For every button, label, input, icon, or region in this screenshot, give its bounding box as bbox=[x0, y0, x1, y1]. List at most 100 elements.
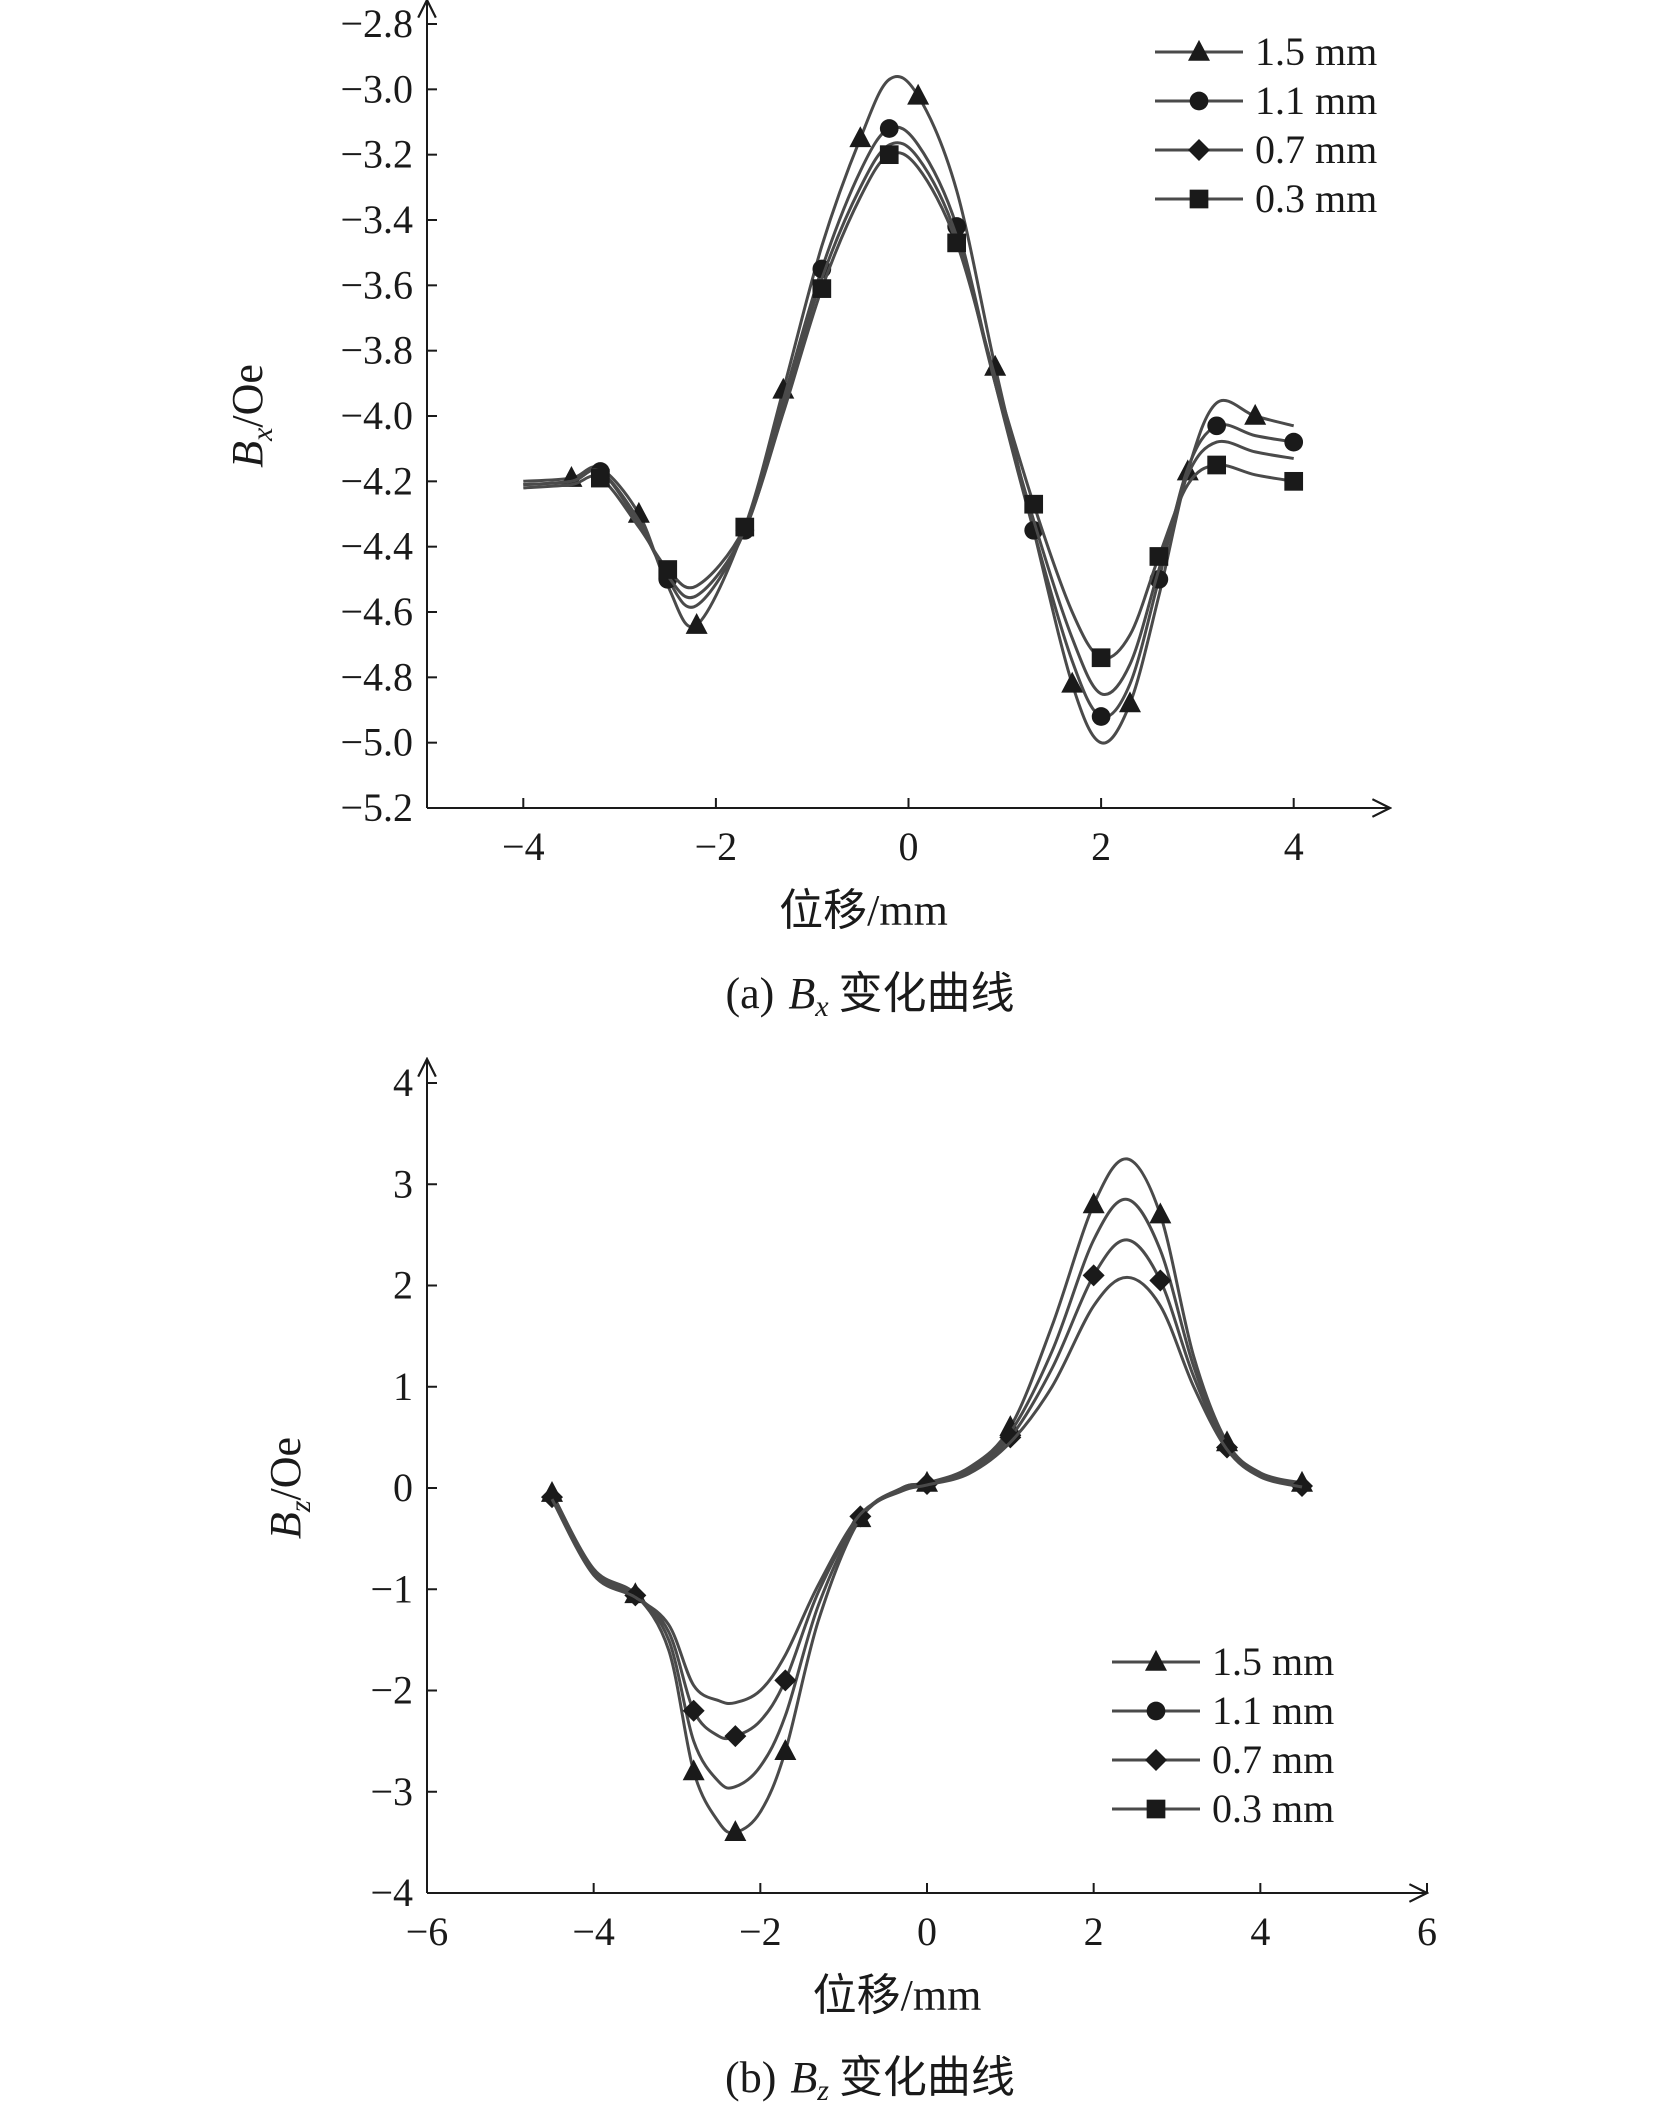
y-tick-label: −4.2 bbox=[340, 458, 413, 503]
y-axis-title-unit: /Oe bbox=[261, 1437, 310, 1501]
x-tick-label: 4 bbox=[1250, 1909, 1270, 1954]
y-tick-label: −3.4 bbox=[340, 197, 413, 242]
y-tick-label: −3.6 bbox=[340, 262, 413, 307]
legend-label: 0.3 mm bbox=[1255, 176, 1377, 221]
series-line bbox=[550, 1157, 1303, 1835]
data-point bbox=[879, 145, 899, 165]
legend-marker bbox=[1188, 139, 1210, 161]
data-point bbox=[1024, 494, 1044, 514]
y-tick-label: −2.8 bbox=[340, 1, 413, 46]
y-axis-title-subscript: z bbox=[284, 1500, 317, 1513]
y-axis-title: Bx/Oe bbox=[223, 364, 279, 468]
legend-label: 0.7 mm bbox=[1255, 127, 1377, 172]
y-axis-title-letter: B bbox=[261, 1512, 310, 1539]
legend-marker bbox=[1189, 91, 1209, 111]
legend-label: 1.1 mm bbox=[1255, 78, 1377, 123]
data-point bbox=[1149, 547, 1169, 566]
data-point bbox=[999, 1426, 1022, 1449]
data-point bbox=[907, 83, 930, 105]
series-3 bbox=[541, 1238, 1313, 1748]
data-point bbox=[774, 1669, 797, 1692]
data-point bbox=[984, 354, 1007, 376]
y-tick-label: 4 bbox=[393, 1060, 413, 1105]
y-tick-label: 2 bbox=[393, 1263, 413, 1308]
data-point bbox=[1284, 432, 1304, 452]
legend-marker bbox=[1146, 1701, 1166, 1721]
series-1 bbox=[541, 1157, 1313, 1842]
x-axis-title: 位移/mm bbox=[813, 1971, 982, 2020]
legend-marker bbox=[1146, 1799, 1166, 1819]
y-tick-label: −2 bbox=[370, 1668, 413, 1713]
data-point bbox=[724, 1725, 747, 1748]
x-tick-label: −4 bbox=[502, 824, 545, 869]
series-line bbox=[523, 151, 1294, 660]
x-tick-label: −2 bbox=[739, 1909, 782, 1954]
caption-prefix: (b) bbox=[725, 2053, 776, 2102]
data-point bbox=[724, 1820, 747, 1842]
caption-subscript: z bbox=[816, 2074, 829, 2107]
data-point bbox=[1091, 648, 1111, 668]
y-axis-title-subscript: x bbox=[246, 427, 279, 442]
data-point bbox=[849, 126, 872, 148]
data-point bbox=[658, 560, 678, 579]
data-point bbox=[590, 468, 610, 488]
series-line bbox=[523, 75, 1295, 745]
legend-label: 1.5 mm bbox=[1212, 1639, 1334, 1684]
x-tick-label: 0 bbox=[899, 824, 919, 869]
data-point bbox=[1082, 1192, 1105, 1214]
x-axis-title: 位移/mm bbox=[779, 886, 948, 935]
y-axis-title-unit: /Oe bbox=[223, 364, 272, 428]
series-line bbox=[523, 141, 1294, 696]
data-point bbox=[1061, 671, 1084, 693]
data-point bbox=[1207, 455, 1227, 475]
legend-marker bbox=[1189, 189, 1209, 209]
y-tick-label: −3.8 bbox=[340, 328, 413, 373]
x-tick-label: −2 bbox=[695, 824, 738, 869]
y-tick-label: −3.0 bbox=[340, 66, 413, 111]
series-4 bbox=[550, 1275, 1303, 1706]
caption-prefix: (a) bbox=[725, 969, 774, 1018]
legend-label: 1.1 mm bbox=[1212, 1688, 1334, 1733]
x-tick-label: 6 bbox=[1417, 1909, 1437, 1954]
y-tick-label: −4.6 bbox=[340, 589, 413, 634]
data-point bbox=[682, 1699, 705, 1722]
y-tick-label: −4.8 bbox=[340, 654, 413, 699]
series-3 bbox=[523, 141, 1294, 696]
data-point bbox=[1091, 707, 1111, 726]
x-tick-label: 4 bbox=[1284, 824, 1304, 869]
data-point bbox=[1118, 691, 1141, 713]
legend: 1.5 mm1.1 mm0.7 mm0.3 mm bbox=[1155, 29, 1377, 221]
legend-label: 1.5 mm bbox=[1255, 29, 1377, 74]
legend-label: 0.7 mm bbox=[1212, 1737, 1334, 1782]
series-2 bbox=[523, 119, 1304, 726]
data-point bbox=[812, 279, 832, 298]
y-tick-label: 1 bbox=[393, 1364, 413, 1409]
data-point bbox=[1149, 1269, 1172, 1292]
chart-panel-a: −2.8 −3.0 −3.2 −3.4 −3.6 −3.8 −4.0 −4.2 −4.4 −4.6… bbox=[223, 0, 1390, 1023]
data-point bbox=[1284, 471, 1304, 491]
y-axis-title: Bz/Oe bbox=[261, 1437, 317, 1539]
legend: 1.5 mm1.1 mm0.7 mm0.3 mm bbox=[1112, 1639, 1334, 1831]
y-tick-label: −4.4 bbox=[340, 524, 413, 569]
data-point bbox=[1244, 403, 1267, 425]
x-tick-label: −6 bbox=[406, 1909, 449, 1954]
series-line bbox=[550, 1275, 1303, 1706]
data-point bbox=[774, 1739, 797, 1761]
x-tick-label: −4 bbox=[572, 1909, 615, 1954]
series-4 bbox=[523, 145, 1304, 668]
legend-marker bbox=[1188, 39, 1210, 61]
y-axis-title-letter: B bbox=[223, 441, 272, 468]
caption-variable: B bbox=[790, 2053, 817, 2102]
data-point bbox=[947, 233, 966, 253]
y-tick-label: −5.2 bbox=[340, 785, 413, 830]
x-tick-label: 2 bbox=[1091, 824, 1111, 869]
x-tick-label: 2 bbox=[1084, 1909, 1104, 1954]
data-point bbox=[879, 119, 899, 138]
legend-label: 0.3 mm bbox=[1212, 1786, 1334, 1831]
y-tick-label: −1 bbox=[370, 1566, 413, 1611]
caption-subscript: x bbox=[814, 990, 829, 1023]
figure-caption: (b) Bz 变化曲线 bbox=[725, 2053, 1015, 2107]
y-tick-label: −3 bbox=[370, 1769, 413, 1814]
